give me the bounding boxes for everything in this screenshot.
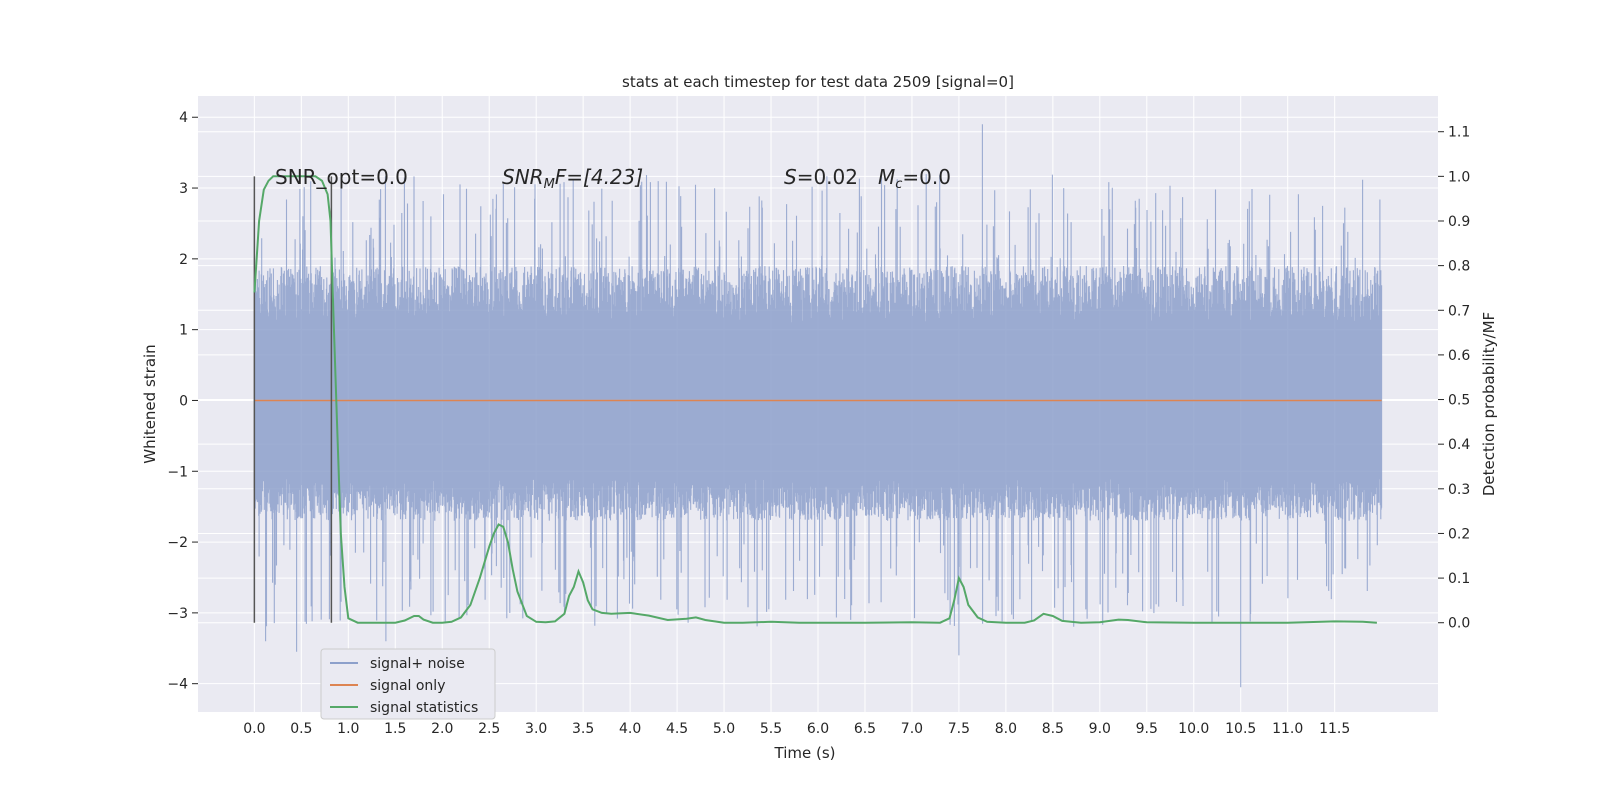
y-tick-label: 1 — [179, 323, 188, 339]
annotation-snr-mf: SNRMF=[4.23] — [502, 165, 643, 192]
y-right-tick-label: 0.1 — [1448, 571, 1470, 587]
x-tick-label: 11.5 — [1319, 721, 1350, 737]
y-right-tick-label: 0.2 — [1448, 526, 1470, 542]
y-right-tick-label: 0.0 — [1448, 616, 1470, 632]
y-axis-right-label: Detection probability/MF — [1480, 312, 1498, 496]
y-tick-label: −4 — [167, 677, 188, 693]
x-tick-label: 5.5 — [760, 721, 782, 737]
x-tick-label: 1.5 — [384, 721, 406, 737]
ticks: 0.0 0.5 1.0 1.5 2.0 2.5 3.0 3.5 4.0 4.5 5.0 5.5 6.0 6… — [167, 110, 1470, 737]
x-tick-label: 8.5 — [1042, 721, 1064, 737]
x-tick-label: 10.0 — [1178, 721, 1209, 737]
y-right-tick-label: 0.6 — [1448, 348, 1470, 364]
x-axis-label: Time (s) — [774, 744, 836, 762]
x-tick-label: 9.5 — [1136, 721, 1158, 737]
y-right-tick-label: 0.5 — [1448, 393, 1470, 409]
x-tick-label: 6.0 — [807, 721, 829, 737]
legend-label-signal-only: signal only — [370, 678, 445, 694]
x-tick-label: 2.5 — [478, 721, 500, 737]
y-tick-label: 4 — [179, 110, 188, 126]
y-right-tick-label: 0.7 — [1448, 303, 1470, 319]
legend-label-signal-noise: signal+ noise — [370, 656, 465, 672]
y-right-tick-label: 1.0 — [1448, 169, 1470, 185]
y-right-tick-label: 0.8 — [1448, 259, 1470, 275]
y-axis-label: Whitened strain — [141, 344, 159, 463]
x-tick-label: 11.0 — [1272, 721, 1303, 737]
y-tick-label: −2 — [167, 535, 188, 551]
x-tick-label: 9.0 — [1089, 721, 1111, 737]
x-tick-label: 0.0 — [243, 721, 265, 737]
y-tick-label: −3 — [167, 606, 188, 622]
x-tick-label: 7.5 — [948, 721, 970, 737]
x-tick-label: 3.0 — [525, 721, 547, 737]
legend-box — [320, 648, 496, 720]
y-tick-label: 3 — [179, 181, 188, 197]
y-right-tick-label: 0.3 — [1448, 482, 1470, 498]
x-tick-label: 2.0 — [431, 721, 453, 737]
x-tick-label: 10.5 — [1225, 721, 1256, 737]
x-tick-label: 8.0 — [995, 721, 1017, 737]
x-tick-label: 1.0 — [337, 721, 359, 737]
series-signal-statistics — [253, 175, 1377, 624]
x-tick-label: 0.5 — [290, 721, 312, 737]
y-tick-label: 2 — [179, 252, 188, 268]
y-tick-label: 0 — [179, 393, 188, 409]
signal-statistics-line — [253, 175, 1377, 624]
x-tick-label: 4.5 — [666, 721, 688, 737]
annotation-s: S=0.02 — [784, 165, 858, 189]
legend-label-signal-statistics: signal statistics — [370, 700, 478, 716]
x-tick-label: 7.0 — [901, 721, 923, 737]
x-tick-label: 3.5 — [572, 721, 594, 737]
x-tick-label: 4.0 — [619, 721, 641, 737]
annotation-snr-opt: SNR_opt=0.0 — [275, 165, 408, 189]
y-right-tick-label: 1.1 — [1448, 125, 1470, 141]
y-right-tick-label: 0.4 — [1448, 437, 1470, 453]
y-right-tick-label: 0.9 — [1448, 214, 1470, 230]
y-tick-label: −1 — [167, 464, 188, 480]
x-tick-label: 5.0 — [713, 721, 735, 737]
legend: signal+ noise signal only signal statist… — [320, 648, 496, 720]
annotation-mc: Mc=0.0 — [878, 165, 951, 192]
chart-title: stats at each timestep for test data 250… — [622, 73, 1014, 91]
x-tick-label: 6.5 — [854, 721, 876, 737]
